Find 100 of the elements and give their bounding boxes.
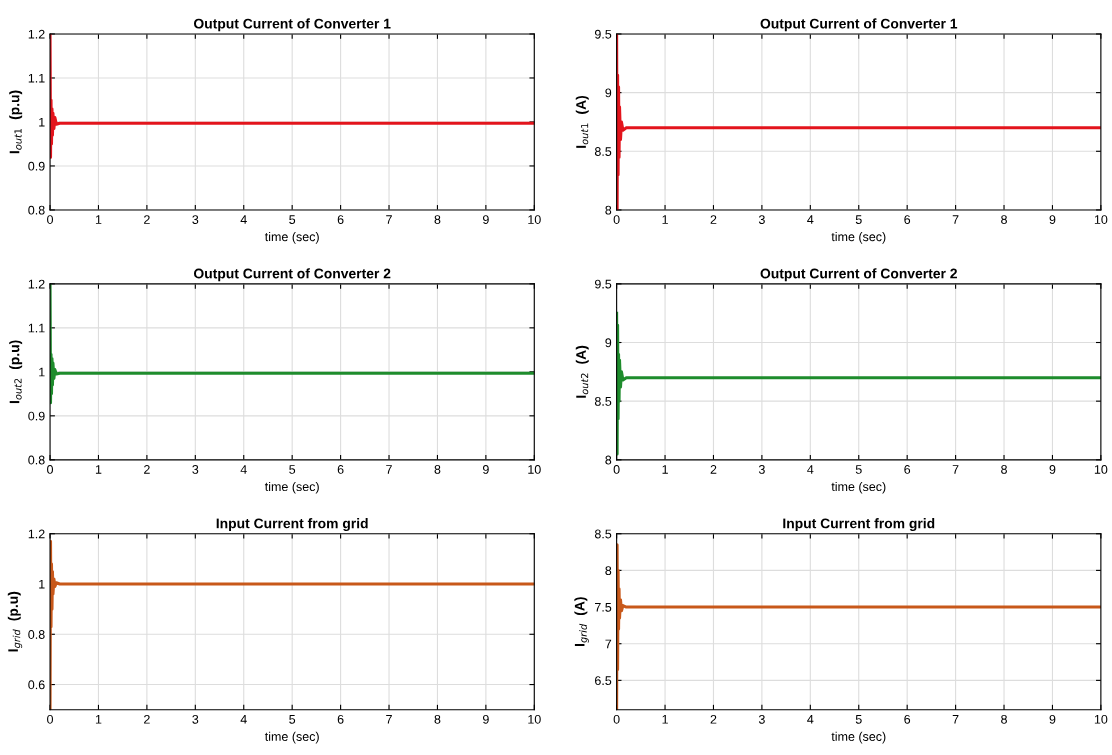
x-tick-label: 3 [192, 714, 199, 724]
x-tick-label: 5 [289, 215, 296, 224]
x-tick-label: 10 [528, 465, 541, 474]
x-tick-label: 5 [855, 715, 862, 724]
x-axis-title: time (sec) [264, 731, 319, 744]
y-tick-label: 0.8 [28, 455, 45, 465]
x-tick-label: 1 [662, 465, 668, 474]
x-tick-label: 9 [482, 714, 489, 724]
x-tick-label: 3 [192, 215, 199, 224]
x-tick-label: 1 [662, 715, 668, 724]
x-tick-label: 8 [1001, 714, 1007, 724]
y-tick-label: 9.5 [594, 279, 612, 289]
x-tick-label: 10 [1094, 215, 1108, 224]
x-tick-label: 7 [952, 215, 959, 224]
x-tick-label: 8 [1001, 465, 1007, 474]
chart-title: Output Current of Converter 1 [760, 18, 958, 32]
chart-title: Output Current of Converter 2 [193, 268, 391, 282]
x-tick-label: 6 [904, 714, 911, 724]
x-tick-label: 9 [482, 215, 489, 224]
y-tick-label: 0.9 [28, 411, 45, 421]
x-tick-label: 6 [904, 215, 911, 224]
x-tick-label: 8 [1001, 215, 1007, 224]
x-tick-label: 2 [144, 714, 150, 724]
y-tick-label: 8 [605, 455, 612, 465]
x-tick-label: 5 [289, 465, 296, 474]
y-tick-label: 1 [39, 117, 45, 127]
x-tick-label: 4 [240, 465, 247, 474]
y-tick-label: 1.2 [28, 529, 45, 539]
x-tick-label: 8 [434, 714, 441, 724]
x-tick-label: 10 [1094, 465, 1108, 474]
x-tick-label: 1 [95, 465, 102, 474]
x-axis-title: time (sec) [264, 232, 319, 244]
y-tick-label: 9 [605, 88, 612, 98]
x-tick-label: 0 [47, 714, 54, 724]
chart-title: Output Current of Converter 1 [193, 18, 391, 32]
y-tick-label: 0.6 [28, 680, 45, 690]
y-tick-label: 1.1 [28, 323, 45, 333]
y-axis-title: I$_{out2}$ (A) [575, 345, 589, 398]
y-tick-label: 8 [605, 566, 612, 576]
y-tick-label: 8.5 [594, 147, 612, 156]
x-tick-label: 3 [758, 465, 765, 474]
y-tick-label: 7.5 [595, 602, 612, 612]
y-tick-label: 8.5 [594, 529, 612, 539]
x-tick-label: 9 [1049, 215, 1056, 224]
x-tick-label: 7 [386, 215, 392, 224]
x-tick-label: 8 [434, 215, 441, 224]
y-tick-label: 1.2 [28, 279, 45, 289]
x-tick-label: 9 [1049, 714, 1056, 724]
x-tick-label: 10 [528, 714, 541, 724]
line-series [616, 33, 1101, 210]
x-tick-label: 0 [613, 714, 620, 724]
y-tick-label: 0.9 [28, 161, 45, 171]
y-tick-label: 0.8 [28, 630, 45, 639]
x-tick-label: 8 [434, 465, 441, 474]
x-tick-label: 1 [662, 215, 668, 224]
y-axis-title: I$_{out2}$ (p.u) [9, 340, 23, 404]
x-tick-label: 5 [289, 715, 296, 724]
chart-title: Input Current from grid [783, 518, 935, 532]
x-tick-label: 4 [807, 215, 814, 224]
x-tick-label: 5 [855, 465, 862, 474]
y-tick-label: 6.5 [595, 676, 612, 686]
x-tick-label: 4 [240, 715, 247, 724]
y-tick-label: 9.5 [594, 29, 612, 39]
y-tick-label: 7 [605, 639, 612, 649]
y-axis-title: I$_{grid}$ (A) [574, 597, 589, 646]
x-axis-title: time (sec) [831, 232, 886, 244]
chart-title: Output Current of Converter 2 [760, 268, 957, 282]
x-tick-label: 2 [710, 215, 717, 224]
x-tick-label: 7 [952, 465, 959, 474]
x-tick-label: 10 [528, 215, 541, 224]
x-tick-label: 1 [95, 715, 102, 724]
y-axis-title: I$_{grid}$ (p.u) [7, 591, 23, 652]
y-tick-label: 1 [39, 579, 45, 589]
x-tick-label: 3 [758, 215, 765, 224]
x-tick-label: 7 [952, 715, 959, 724]
y-tick-label: 1 [39, 367, 45, 377]
x-tick-label: 5 [855, 215, 862, 224]
y-tick-label: 8 [605, 205, 612, 215]
x-tick-label: 7 [386, 715, 392, 724]
x-tick-label: 6 [337, 714, 344, 724]
chart-title: Input Current from grid [216, 518, 368, 532]
x-tick-label: 9 [482, 465, 489, 474]
x-tick-label: 2 [710, 714, 717, 724]
y-tick-label: 1.1 [28, 73, 45, 83]
x-tick-label: 4 [240, 215, 247, 224]
x-tick-label: 6 [337, 215, 344, 224]
x-tick-label: 3 [758, 714, 765, 724]
x-tick-label: 7 [386, 465, 392, 474]
x-tick-label: 2 [710, 465, 717, 474]
x-axis-title: time (sec) [831, 481, 886, 494]
x-tick-label: 1 [95, 215, 102, 224]
x-tick-label: 6 [337, 465, 344, 474]
x-tick-label: 2 [144, 215, 150, 224]
x-tick-label: 0 [47, 465, 54, 474]
x-tick-label: 4 [807, 465, 814, 474]
x-tick-label: 0 [613, 465, 620, 474]
y-tick-label: 0.8 [28, 205, 45, 215]
x-tick-label: 0 [47, 215, 54, 224]
x-tick-label: 0 [613, 215, 620, 224]
y-axis-title: I$_{out1}$ (p.u) [9, 90, 23, 154]
